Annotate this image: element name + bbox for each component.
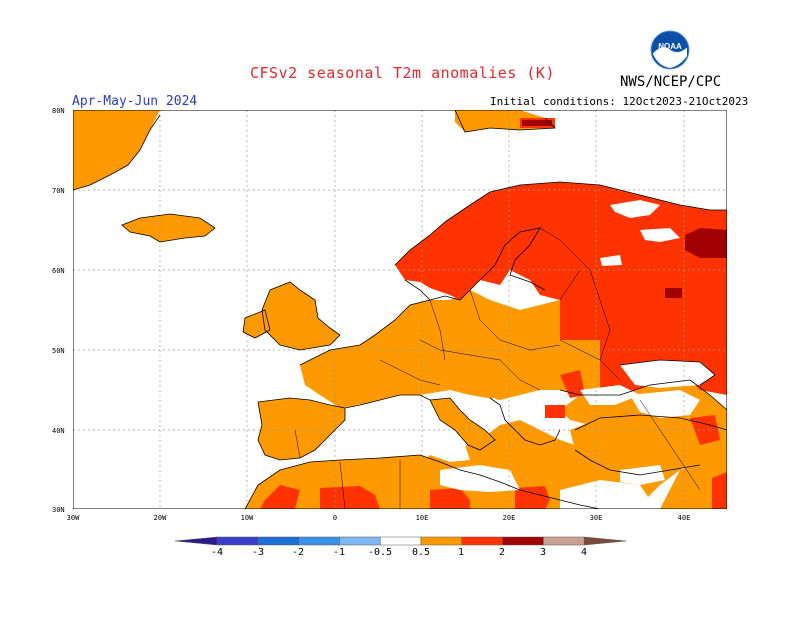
neutral-region [355, 200, 715, 509]
lon-label: 10W [241, 514, 254, 522]
latitude-labels: 80N 70N 60N 50N 40N 30N [52, 107, 65, 514]
map-title: CFSv2 seasonal T2m anomalies (K) [250, 64, 555, 82]
colorbar-tick: 3 [540, 547, 546, 558]
initial-conditions: Initial conditions: 12Oct2023-21Oct2023 [490, 95, 749, 108]
lon-label: 40E [678, 514, 691, 522]
coastlines [73, 110, 727, 509]
colorbar-tick: -0.5 [368, 547, 392, 558]
lat-label: 40N [52, 427, 65, 435]
lat-label: 80N [52, 107, 65, 115]
lon-label: 20W [154, 514, 167, 522]
longitude-labels: 30W 20W 10W 0 10E 20E 30E 40E [67, 514, 691, 522]
colorbar-segment [257, 536, 299, 546]
colorbar-tick: -1 [333, 547, 345, 558]
colorbar-segment [420, 536, 463, 546]
grid-lines [73, 110, 727, 509]
colorbar-tick: 0.5 [412, 547, 430, 558]
colorbar-arrow-left [174, 536, 218, 546]
colorbar-tick: 4 [581, 547, 587, 558]
lon-label: 30W [67, 514, 80, 522]
colorbar-tick-labels: -4 -3 -2 -1 -0.5 0.5 1 2 3 4 [211, 547, 587, 558]
colorbar-tick: -4 [211, 547, 223, 558]
lat-label: 50N [52, 347, 65, 355]
lat-label: 70N [52, 187, 65, 195]
noaa-logo: NOAA [650, 30, 690, 70]
forecast-period: Apr-May-Jun 2024 [72, 94, 198, 109]
colorbar-segment [461, 536, 503, 546]
lon-label: 10E [416, 514, 429, 522]
colorbar-tick: 2 [499, 547, 505, 558]
colorbar-segments [174, 536, 627, 546]
lon-label: 0 [333, 514, 337, 522]
lon-label: 30E [590, 514, 603, 522]
lat-label: 60N [52, 267, 65, 275]
colorbar-arrow-right [583, 536, 627, 546]
anomaly-2-3-region [522, 120, 727, 298]
lat-label: 30N [52, 506, 65, 514]
lon-label: 20E [503, 514, 516, 522]
anomaly-0.5-1-region [73, 110, 727, 509]
country-borders [294, 227, 701, 509]
logo-text: NOAA [658, 42, 682, 51]
colorbar-tick: 1 [458, 547, 464, 558]
colorbar-segment [379, 536, 422, 546]
agency-label: NWS/NCEP/CPC [620, 74, 722, 90]
colorbar-segment [543, 536, 585, 546]
colorbar-tick: -3 [252, 547, 264, 558]
colorbar-segment [502, 536, 544, 546]
colorbar-segment [298, 536, 340, 546]
colorbar-tick: -2 [292, 547, 304, 558]
colorbar-segment [339, 536, 381, 546]
colorbar-segment [216, 536, 259, 546]
